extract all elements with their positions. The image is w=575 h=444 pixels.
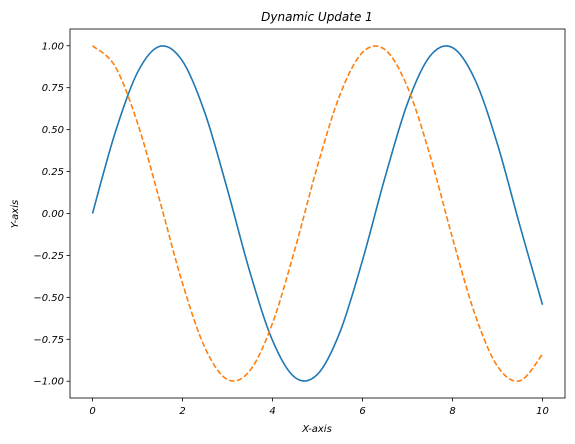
x-tick-label: 6 xyxy=(359,406,365,417)
x-tick-label: 2 xyxy=(179,406,185,417)
y-tick-label: 0.25 xyxy=(42,167,64,178)
dashed-series-line xyxy=(91,45,544,382)
y-tick-label: 1.00 xyxy=(42,41,64,52)
x-tick-label: 8 xyxy=(449,406,455,417)
y-tick-label: −1.00 xyxy=(33,377,64,388)
y-tick-label: 0.75 xyxy=(42,83,64,94)
x-tick-label: 10 xyxy=(536,406,549,417)
x-axis: 0 2 4 6 8 10 xyxy=(89,398,549,417)
x-tick-label: 4 xyxy=(269,406,275,417)
axes-frame xyxy=(69,28,566,399)
y-tick-label: 0.00 xyxy=(42,209,64,220)
y-axis-label: Y-axis xyxy=(10,200,21,228)
y-tick-label: −0.75 xyxy=(33,335,64,346)
chart-title: Dynamic Update 1 xyxy=(261,10,373,24)
solid-series-line xyxy=(91,45,544,382)
y-axis: 1.00 0.75 0.50 0.25 0.00 −0.25 −0.50 −0.75 −1.00 xyxy=(33,41,70,388)
y-tick-label: −0.25 xyxy=(33,251,64,262)
x-axis-label: X-axis xyxy=(301,424,332,435)
y-tick-label: −0.50 xyxy=(33,293,64,304)
plot-area xyxy=(91,45,544,382)
x-tick-label: 0 xyxy=(89,406,95,417)
y-tick-label: 0.50 xyxy=(42,125,64,136)
